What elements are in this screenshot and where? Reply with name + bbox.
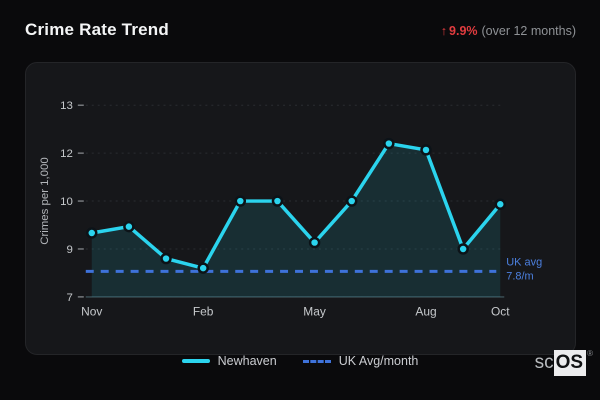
scos-logo: sc OS ® bbox=[535, 350, 593, 376]
data-point bbox=[308, 236, 321, 249]
x-tick-label: Nov bbox=[81, 305, 102, 319]
data-point bbox=[420, 144, 432, 156]
header: Crime Rate Trend ↑ 9.9% (over 12 months) bbox=[25, 20, 576, 40]
series-area-fill bbox=[91, 143, 501, 297]
y-axis-title: Crimes per 1,000 bbox=[39, 157, 51, 244]
registered-trademark-icon: ® bbox=[587, 349, 593, 358]
y-tick-label: 10 bbox=[60, 196, 73, 208]
data-point bbox=[383, 137, 395, 150]
x-tick-label: Feb bbox=[193, 305, 214, 319]
logo-prefix: sc bbox=[534, 352, 554, 373]
uk-avg-label-line1: UK avg bbox=[506, 256, 542, 268]
legend-label: UK Avg/month bbox=[338, 354, 419, 368]
x-tick-label: Oct bbox=[491, 305, 510, 319]
trend-indicator: ↑ 9.9% (over 12 months) bbox=[441, 24, 576, 38]
chart-legend: Newhaven UK Avg/month bbox=[0, 354, 600, 368]
legend-item-newhaven: Newhaven bbox=[181, 354, 277, 368]
legend-swatch-dashed-line bbox=[302, 359, 331, 363]
data-point bbox=[160, 252, 172, 265]
page-title: Crime Rate Trend bbox=[25, 20, 169, 39]
data-point bbox=[123, 220, 135, 233]
data-point bbox=[86, 227, 98, 239]
uk-avg-label-line2: 7.8/m bbox=[506, 270, 533, 282]
data-point bbox=[197, 262, 209, 274]
newhaven-line bbox=[90, 141, 503, 270]
x-tick-label: Aug bbox=[415, 305, 436, 319]
data-point bbox=[494, 198, 507, 210]
data-point bbox=[345, 195, 358, 207]
trend-up-arrow-icon: ↑ bbox=[440, 24, 448, 38]
trend-note: (over 12 months) bbox=[481, 24, 576, 38]
legend-swatch-solid-line bbox=[181, 359, 210, 363]
chart-card: 7 9 10 12 13 Nov Feb May Aug Oct Crimes per 1,000 U… bbox=[25, 62, 576, 355]
y-tick-label: 12 bbox=[60, 148, 73, 160]
y-tick-label: 7 bbox=[66, 292, 72, 304]
crime-trend-chart: 7 9 10 12 13 Nov Feb May Aug Oct Crimes per 1,000 U… bbox=[39, 100, 542, 319]
y-tick-label: 9 bbox=[66, 244, 72, 256]
logo-suffix: OS bbox=[553, 350, 587, 376]
y-tick-label: 13 bbox=[60, 100, 73, 112]
data-point bbox=[234, 195, 247, 207]
data-point bbox=[457, 243, 469, 255]
data-point bbox=[271, 195, 284, 207]
trend-value: 9.9% bbox=[449, 24, 478, 38]
legend-label: Newhaven bbox=[217, 354, 277, 368]
x-tick-label: May bbox=[303, 305, 326, 319]
legend-item-uk-avg-month: UK Avg/month bbox=[302, 354, 419, 368]
